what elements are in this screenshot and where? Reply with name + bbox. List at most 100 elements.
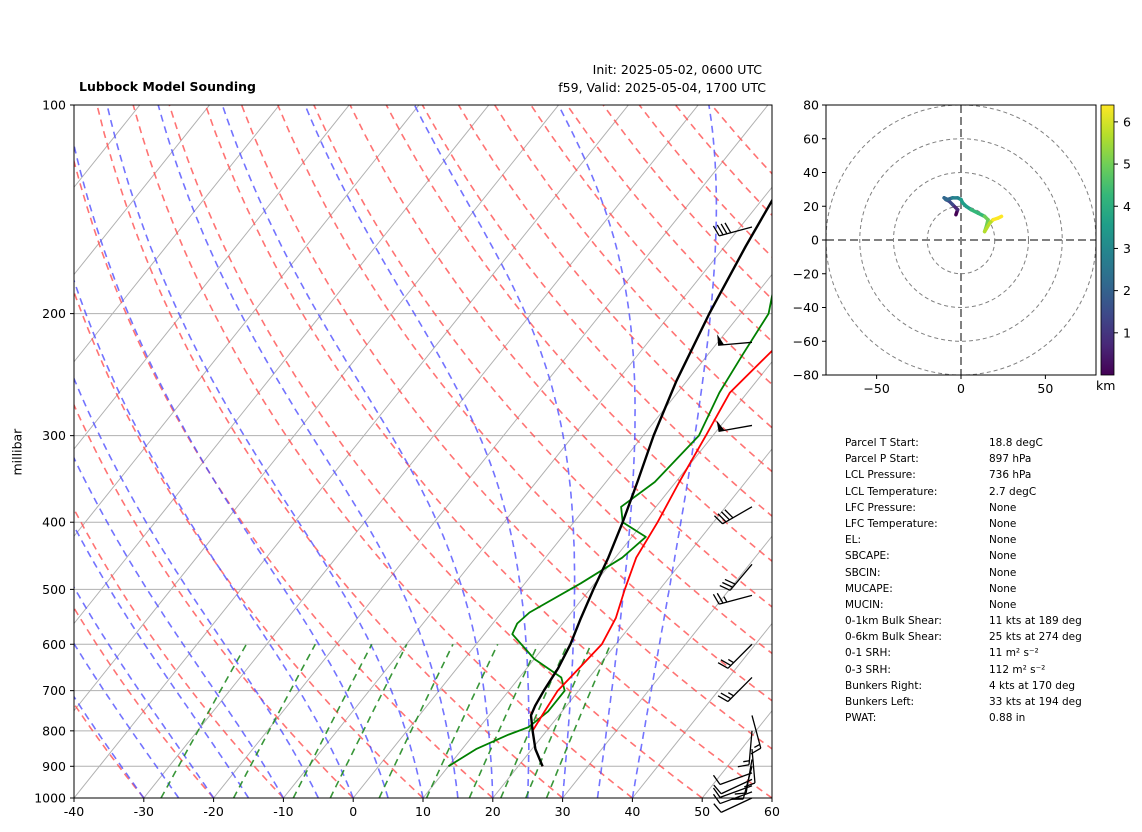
moist-adiabat: [74, 695, 145, 798]
parameter-row: EL: None: [845, 534, 1082, 550]
x-tick-label: 30: [555, 804, 571, 819]
mixing-ratio-line: [545, 643, 612, 798]
dry-adiabat: [132, 105, 633, 798]
x-tick-label: 10: [415, 804, 431, 819]
parcel-profile: [529, 198, 772, 767]
parameter-row: MUCIN: None: [845, 599, 1082, 615]
mixing-ratio-line: [160, 643, 248, 798]
isotherm-line: [74, 105, 280, 363]
parameter-label: EL:: [845, 534, 862, 547]
y-tick-label: 400: [42, 515, 66, 530]
dry-adiabat: [240, 105, 772, 750]
parameter-value: 18.8 degC: [989, 437, 1043, 449]
parameter-value: None: [989, 582, 1017, 595]
x-tick-label: -40: [64, 804, 84, 819]
colorbar: [1100, 104, 1115, 376]
moist-adiabat: [74, 376, 320, 798]
init-time: Init: 2025-05-02, 0600 UTC: [592, 62, 762, 77]
parameter-label: 0-3 SRH:: [845, 663, 891, 676]
hodo-y-tick-label: 60: [803, 131, 819, 146]
colorbar-tick-label: 5: [1123, 157, 1131, 172]
hodo-x-tick-label: −50: [863, 381, 889, 396]
isotherm-line: [74, 105, 420, 538]
plot-area: [74, 105, 772, 798]
dry-adiabat: [385, 105, 772, 563]
valid-time: f59, Valid: 2025-05-04, 1700 UTC: [558, 80, 766, 95]
isotherm-line: [771, 797, 772, 798]
parameter-row: Parcel P Start: 897 hPa: [845, 453, 1082, 469]
isotherm-line: [632, 622, 772, 798]
parameter-row: LCL Temperature: 2.7 degC: [845, 486, 1082, 502]
parameter-label: LCL Pressure:: [845, 469, 916, 482]
hodo-y-tick-label: 40: [803, 165, 819, 180]
parameter-row: Parcel T Start: 18.8 degC: [845, 437, 1082, 453]
parameter-value: 897 hPa: [989, 453, 1032, 466]
wind-barb: [716, 420, 753, 432]
x-tick-label: 50: [694, 804, 710, 819]
parameter-value: None: [989, 534, 1017, 547]
isotherm-line: [352, 273, 772, 798]
wind-barb: [717, 677, 753, 703]
y-tick-label: 800: [42, 723, 66, 738]
x-tick-label: -20: [203, 804, 223, 819]
parameter-label: LFC Pressure:: [845, 501, 916, 514]
mixing-ratio-line: [425, 643, 499, 798]
isotherm-line: [74, 105, 559, 712]
parameter-label: MUCIN:: [845, 598, 884, 611]
moist-adiabat: [557, 105, 636, 798]
y-tick-label: 100: [42, 98, 66, 113]
dry-adiabat: [566, 105, 772, 343]
parameter-row: LCL Pressure: 736 hPa: [845, 469, 1082, 485]
parameter-label: LFC Temperature:: [845, 517, 938, 530]
hodo-ring: [859, 138, 1063, 342]
y-tick-label: 700: [42, 683, 66, 698]
y-tick-label: 900: [42, 759, 66, 774]
wind-barb: [713, 778, 753, 795]
moist-adiabat: [413, 105, 576, 798]
parameter-label: 0-1 SRH:: [845, 647, 891, 660]
y-tick-label: 1000: [34, 791, 66, 806]
isotherm-line: [213, 105, 769, 798]
dry-adiabat: [74, 606, 215, 798]
colorbar-tick-label: 4: [1123, 199, 1131, 214]
dry-adiabat: [74, 289, 424, 798]
parameter-row: SBCAPE: None: [845, 550, 1082, 566]
moist-adiabat: [74, 278, 354, 798]
mixing-ratio-line: [378, 643, 454, 798]
isotherm-line: [283, 186, 772, 798]
hodo-segment: [996, 214, 1004, 220]
wind-barb: [712, 592, 753, 605]
hodo-y-tick-label: 0: [811, 233, 819, 248]
parameter-row: 0-1 SRH: 11 m² s⁻²: [845, 647, 1082, 663]
parameter-label: Parcel T Start:: [845, 437, 919, 449]
parameter-label: SBCAPE:: [845, 550, 890, 563]
wind-barb: [713, 797, 753, 813]
isotherm-line: [143, 105, 699, 798]
parameter-value: None: [989, 598, 1017, 611]
parameter-value: None: [989, 501, 1017, 514]
parameter-value: 25 kts at 274 deg: [989, 631, 1082, 644]
dewpoint-profile: [447, 291, 772, 768]
colorbar-tick-label: 2: [1123, 283, 1131, 298]
chart-title: Lubbock Model Sounding: [79, 79, 256, 94]
moist-adiabat: [304, 105, 530, 798]
hodo-x-tick-label: 0: [957, 381, 965, 396]
mixing-ratio-line: [329, 643, 408, 798]
y-tick-label: 300: [42, 428, 66, 443]
parameter-label: Bunkers Left:: [845, 696, 915, 708]
moist-adiabat: [221, 105, 494, 798]
parameter-value: None: [989, 517, 1017, 530]
parameter-value: 736 hPa: [989, 469, 1032, 482]
y-tick-label: 600: [42, 637, 66, 652]
mixing-ratio-line: [292, 643, 373, 798]
parameter-row: 0-3 SRH: 112 m² s⁻²: [845, 664, 1082, 680]
dry-adiabat: [74, 507, 284, 798]
wind-barb: [712, 772, 753, 786]
wind-barb: [712, 785, 753, 798]
dry-adiabat: [277, 105, 772, 702]
isotherm-line: [74, 105, 350, 450]
parameters-table: Parcel T Start: 18.8 degC Parcel P Start: 8…: [845, 437, 1082, 728]
parameter-label: Bunkers Right:: [845, 679, 922, 692]
mixing-ratio-line: [232, 643, 317, 798]
x-tick-label: 20: [485, 804, 501, 819]
